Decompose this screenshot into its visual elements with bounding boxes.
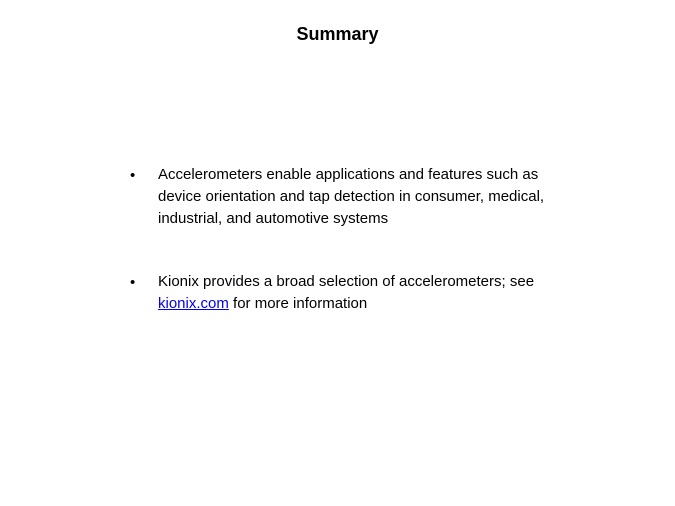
bullet-item: • Kionix provides a broad selection of a… [130, 271, 550, 315]
bullet-text: Kionix provides a broad selection of acc… [158, 271, 550, 315]
slide-content: • Accelerometers enable applications and… [130, 164, 550, 357]
bullet-text-before: Kionix provides a broad selection of acc… [158, 273, 534, 290]
bullet-text-after: for more information [229, 295, 367, 312]
bullet-marker: • [130, 164, 158, 229]
slide-title: Summary [0, 24, 675, 45]
bullet-marker: • [130, 271, 158, 315]
kionix-link[interactable]: kionix.com [158, 295, 229, 312]
bullet-item: • Accelerometers enable applications and… [130, 164, 550, 229]
bullet-text: Accelerometers enable applications and f… [158, 164, 550, 229]
